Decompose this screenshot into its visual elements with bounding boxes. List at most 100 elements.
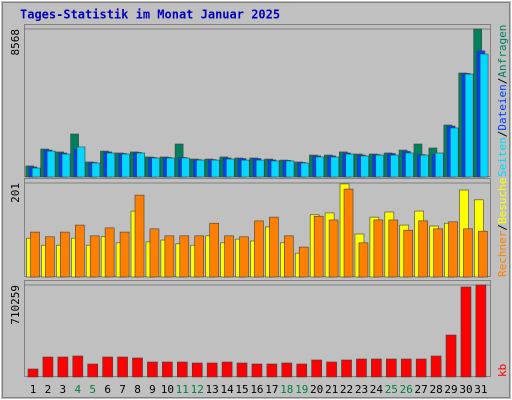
bar (330, 156, 340, 178)
bar (179, 235, 190, 278)
bar (117, 356, 128, 378)
x-tick-label: 3 (60, 383, 67, 396)
bar (420, 154, 429, 178)
bar (358, 242, 369, 278)
x-tick-label: 8 (134, 383, 141, 396)
bar (149, 228, 160, 278)
x-tick-label: 26 (400, 383, 413, 396)
bar (106, 152, 116, 178)
bar (121, 153, 131, 178)
bar (403, 229, 414, 278)
bar (400, 358, 412, 378)
bar (60, 231, 70, 278)
x-tick-label: 27 (415, 383, 428, 396)
bar (266, 363, 278, 378)
bar (209, 222, 219, 278)
bar (72, 355, 84, 378)
x-tick-label: 5 (89, 383, 96, 396)
x-tick-label: 10 (161, 383, 174, 396)
bar (475, 284, 487, 378)
bar (196, 159, 205, 178)
bar (104, 227, 115, 278)
bar (343, 188, 354, 278)
bar (478, 230, 488, 278)
bar (240, 159, 250, 178)
x-tick-label: 4 (74, 383, 81, 396)
bar (236, 362, 248, 378)
x-tick-label: 9 (149, 383, 156, 396)
bar (281, 362, 293, 378)
bar (206, 362, 218, 378)
bar (136, 152, 146, 178)
bar (191, 362, 203, 378)
bar (254, 220, 264, 278)
bar (360, 155, 369, 178)
bar (405, 152, 414, 178)
bar (449, 127, 459, 178)
y-tick-label: 710259 (9, 285, 22, 325)
x-tick-label: 1 (30, 383, 37, 396)
legend: Rechner/Besuche (496, 178, 509, 277)
x-tick-label: 29 (444, 383, 457, 396)
bar (194, 235, 205, 278)
bar (479, 53, 489, 178)
y-tick-label: 201 (9, 183, 22, 203)
bar (76, 146, 86, 178)
bar (225, 158, 235, 178)
x-tick-label: 14 (220, 383, 234, 396)
legend-separator: / (496, 131, 509, 138)
bar (61, 153, 71, 178)
bar (415, 358, 427, 378)
bar (45, 236, 55, 278)
bar (91, 162, 101, 178)
bar (326, 361, 337, 378)
bar (464, 73, 474, 178)
bar (418, 220, 428, 278)
bar (390, 154, 399, 178)
legend-entry: Seiten (496, 137, 509, 177)
x-tick-label: 12 (191, 383, 204, 396)
x-tick-label: 18 (280, 383, 293, 396)
x-tick-label: 16 (250, 383, 263, 396)
bar (345, 153, 355, 178)
bar (445, 334, 457, 378)
legend-entry: kb (496, 364, 509, 377)
bar (463, 228, 473, 278)
bar (448, 221, 458, 278)
x-tick-label: 24 (370, 383, 384, 396)
bar (211, 159, 220, 178)
chart-title: Tages-Statistik im Monat Januar 2025 (20, 8, 280, 22)
x-tick-label: 30 (459, 383, 472, 396)
x-tick-label: 22 (340, 383, 353, 396)
bar (430, 355, 442, 378)
bar (119, 231, 130, 278)
bar (285, 160, 295, 178)
bar (89, 235, 100, 278)
legend-separator: / (496, 78, 509, 85)
x-tick-label: 20 (310, 383, 323, 396)
bar (221, 361, 233, 378)
bar (151, 157, 160, 178)
bar (239, 236, 249, 278)
x-tick-label: 17 (265, 383, 278, 396)
bar (132, 357, 143, 378)
bar (46, 150, 56, 178)
bar (284, 235, 294, 278)
x-tick-label: 6 (104, 383, 111, 396)
bar (375, 154, 384, 178)
x-tick-label: 23 (355, 383, 368, 396)
legend-entry: Rechner (496, 230, 509, 277)
legend-separator: / (496, 224, 509, 231)
bar (134, 194, 145, 278)
bar (356, 358, 367, 378)
bar (371, 358, 382, 378)
bar (102, 356, 113, 378)
legend-entry: Dateien (496, 84, 509, 130)
legend: kb (496, 364, 509, 377)
bar (162, 361, 173, 378)
bar (315, 156, 325, 178)
bar (74, 224, 85, 278)
bar (164, 235, 175, 278)
